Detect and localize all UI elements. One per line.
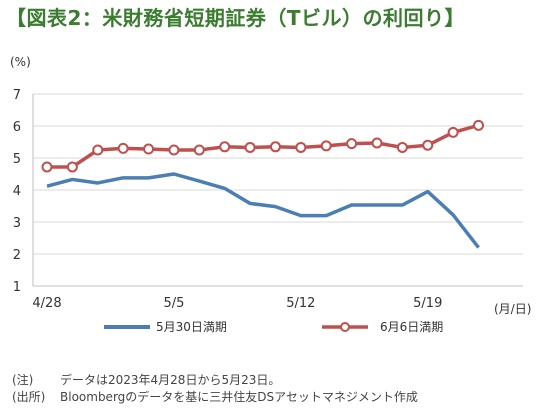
data-point xyxy=(320,140,332,152)
legend-swatch-series-1 xyxy=(104,325,150,329)
source-line: (出所) Bloombergのデータを基に三井住友DSアセットマネジメント作成 xyxy=(12,389,418,406)
series-2 xyxy=(41,119,485,173)
note-text: データは2023年4月28日から5月23日。 xyxy=(60,373,281,387)
data-point xyxy=(295,141,307,153)
data-point xyxy=(168,144,180,156)
data-point xyxy=(219,141,231,153)
legend-label-series-1: 5月30日満期 xyxy=(156,320,227,334)
data-point xyxy=(346,138,358,150)
x-tick-label: 4/28 xyxy=(32,296,61,311)
y-axis-label: (%) xyxy=(10,55,31,69)
note-key: (注) xyxy=(12,373,34,387)
data-point xyxy=(92,144,104,156)
x-tick-label: 5/12 xyxy=(286,296,315,311)
x-axis-label: (月/日) xyxy=(494,302,531,316)
data-point xyxy=(41,161,53,173)
y-tick-label: 6 xyxy=(13,120,21,135)
footnotes: (注) データは2023年4月28日から5月23日。 (出所) Bloombergの… xyxy=(12,372,418,406)
x-tick-label: 5/19 xyxy=(413,296,442,311)
legend-label-series-2: 6月6日満期 xyxy=(380,320,444,334)
data-point xyxy=(117,142,129,154)
y-tick-label: 1 xyxy=(13,280,21,295)
x-tick-label: 5/5 xyxy=(163,296,184,311)
series-line xyxy=(47,123,480,169)
chart-title: 【図表2：米財務省短期証券（Tビル）の利回り】 xyxy=(6,6,466,30)
y-tick-labels: 1 2 3 4 5 6 7 xyxy=(13,88,21,295)
y-tick-label: 5 xyxy=(13,152,21,167)
axes xyxy=(32,94,523,287)
series-1 xyxy=(46,172,480,249)
x-tick-labels: 4/28 5/5 5/12 5/19 xyxy=(32,296,442,311)
data-point xyxy=(422,139,434,151)
data-point xyxy=(244,141,256,153)
data-point xyxy=(447,126,459,138)
source-key: (出所) xyxy=(12,390,46,404)
y-tick-label: 3 xyxy=(13,216,21,231)
y-tick-label: 4 xyxy=(13,184,21,199)
data-point xyxy=(371,137,383,149)
y-tick-label: 7 xyxy=(13,88,21,103)
data-point xyxy=(269,141,281,153)
y-gridlines xyxy=(33,93,523,255)
data-point xyxy=(396,141,408,153)
y-tick-label: 2 xyxy=(13,248,21,263)
note-line: (注) データは2023年4月28日から5月23日。 xyxy=(12,372,418,389)
data-point xyxy=(143,143,155,155)
data-point xyxy=(473,119,485,131)
series-line xyxy=(46,172,480,249)
source-text: Bloombergのデータを基に三井住友DSアセットマネジメント作成 xyxy=(60,390,418,404)
data-series xyxy=(41,119,485,249)
legend-swatch-series-2 xyxy=(322,322,368,332)
data-point xyxy=(193,144,205,156)
data-point xyxy=(66,161,78,173)
